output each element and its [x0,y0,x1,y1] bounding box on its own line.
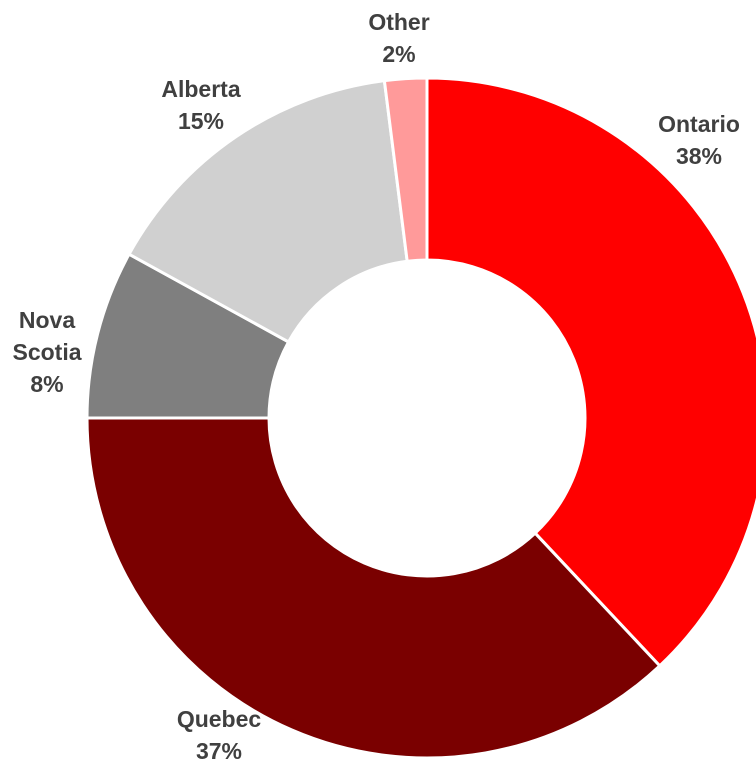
slice-category: Other [368,9,429,35]
slice-category: Quebec [177,706,262,732]
slice-label-other: Other 2% [368,9,429,67]
slice-label-alberta: Alberta 15% [161,76,240,134]
slice-ontario [425,76,756,668]
slice-label-ontario: Ontario 38% [658,111,740,169]
slice-percent: 8% [30,371,63,397]
slice-percent: 37% [196,738,242,764]
slice-labels: Ontario 38% Quebec 37% Nova Scotia 8% Alberta 15… [12,9,739,764]
donut-slices [85,76,756,760]
slice-category: Alberta [161,76,240,102]
slice-other [382,76,429,263]
slice-alberta [127,79,409,344]
slice-label-nova-scotia: Nova Scotia 8% [12,307,81,397]
slice-percent: 2% [382,41,415,67]
slice-category: Scotia [12,339,81,365]
slice-category: Nova [19,307,75,333]
slice-percent: 15% [178,108,224,134]
slice-quebec [85,416,662,760]
slice-category: Ontario [658,111,740,137]
slice-label-quebec: Quebec 37% [177,706,262,764]
slice-percent: 38% [676,143,722,169]
